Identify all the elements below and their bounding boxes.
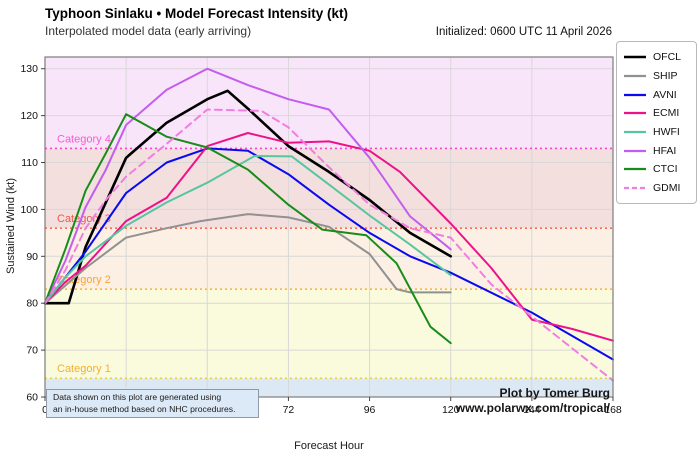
tick-label-x: 168 <box>604 404 622 416</box>
legend-line-sample <box>624 187 646 190</box>
legend-label: HWFI <box>653 126 680 139</box>
page-subtitle: Interpolated model data (early arriving) <box>45 24 252 38</box>
tick-label-y: 130 <box>20 63 38 75</box>
series-ecmi <box>44 132 614 342</box>
legend-line-sample <box>624 112 646 115</box>
disclaimer-line-2: an in-house method based on NHC procedur… <box>53 403 236 414</box>
tick-label-y: 110 <box>21 157 38 169</box>
tick-label-y: 60 <box>26 392 38 404</box>
y-axis-title: Sustained Wind (kt) <box>5 178 17 274</box>
legend-item-hwfi: HWFI <box>623 123 691 142</box>
init-time-label: Initialized: 0600 UTC 11 April 2026 <box>435 26 612 38</box>
series-ship <box>44 213 452 305</box>
legend-line-sample <box>624 168 646 171</box>
credits-url: www.polarwx.com/tropical/ <box>455 401 610 415</box>
legend-label: GDMI <box>653 182 681 195</box>
legend-item-ecmi: ECMI <box>623 104 691 123</box>
tick-label-y: 70 <box>26 345 38 357</box>
tick-label-y: 90 <box>26 251 38 263</box>
legend-label: CTCI <box>653 163 678 176</box>
tick-label-x: 144 <box>523 404 541 416</box>
legend-item-avni: AVNI <box>623 85 691 104</box>
tick-label-x: 96 <box>364 404 376 416</box>
legend-label: HFAI <box>653 144 677 157</box>
band-category-4 <box>45 57 613 149</box>
legend-line-sample <box>624 56 646 59</box>
tick-label-x: 120 <box>442 404 460 416</box>
plot-border <box>44 56 614 398</box>
band-category-3 <box>45 148 613 229</box>
legend-item-ctci: CTCI <box>623 160 691 179</box>
series-hwfi <box>44 155 452 305</box>
disclaimer-box: Data shown on this plot are generated us… <box>46 389 259 418</box>
threshold-label: Category 1 <box>57 363 111 375</box>
credits-author: Plot by Tomer Burg <box>499 386 610 400</box>
threshold-label: Category 4 <box>57 133 111 145</box>
x-axis-title: Forecast Hour <box>294 440 364 452</box>
legend-label: OFCL <box>653 51 682 64</box>
legend-line-sample <box>624 93 646 96</box>
legend-label: ECMI <box>653 107 680 120</box>
disclaimer-line-1: Data shown on this plot are generated us… <box>53 392 222 402</box>
legend-item-ship: SHIP <box>623 67 691 86</box>
band-category-1 <box>45 289 613 379</box>
legend-line-sample <box>624 149 646 152</box>
legend-item-hfai: HFAI <box>623 141 691 160</box>
credits: Plot by Tomer Burg www.polarwx.com/tropi… <box>456 386 610 416</box>
band-category-2 <box>45 228 613 290</box>
series-gdmi <box>44 108 614 382</box>
tick-label-x: 72 <box>283 404 295 416</box>
series-ofcl <box>43 89 453 305</box>
page-title: Typhoon Sinlaku • Model Forecast Intensi… <box>45 6 349 21</box>
legend-label: AVNI <box>653 88 677 101</box>
series-hfai <box>44 67 452 305</box>
legend-item-gdmi: GDMI <box>623 179 691 198</box>
threshold-label: Category 2 <box>57 274 111 286</box>
legend-line-sample <box>624 130 646 134</box>
legend-label: SHIP <box>653 70 678 83</box>
model-legend: OFCL SHIP AVNI ECMI HWFI HFAI CTCI GDMI <box>616 41 697 204</box>
threshold-label: Category 3 <box>57 213 111 225</box>
legend-line-sample <box>624 74 646 78</box>
legend-item-ofcl: OFCL <box>623 48 691 67</box>
tick-label-x: 0 <box>42 404 48 416</box>
tick-label-y: 120 <box>20 110 38 122</box>
series-ctci <box>44 113 452 345</box>
tick-label-y: 100 <box>20 204 38 216</box>
tick-label-y: 80 <box>26 298 38 310</box>
